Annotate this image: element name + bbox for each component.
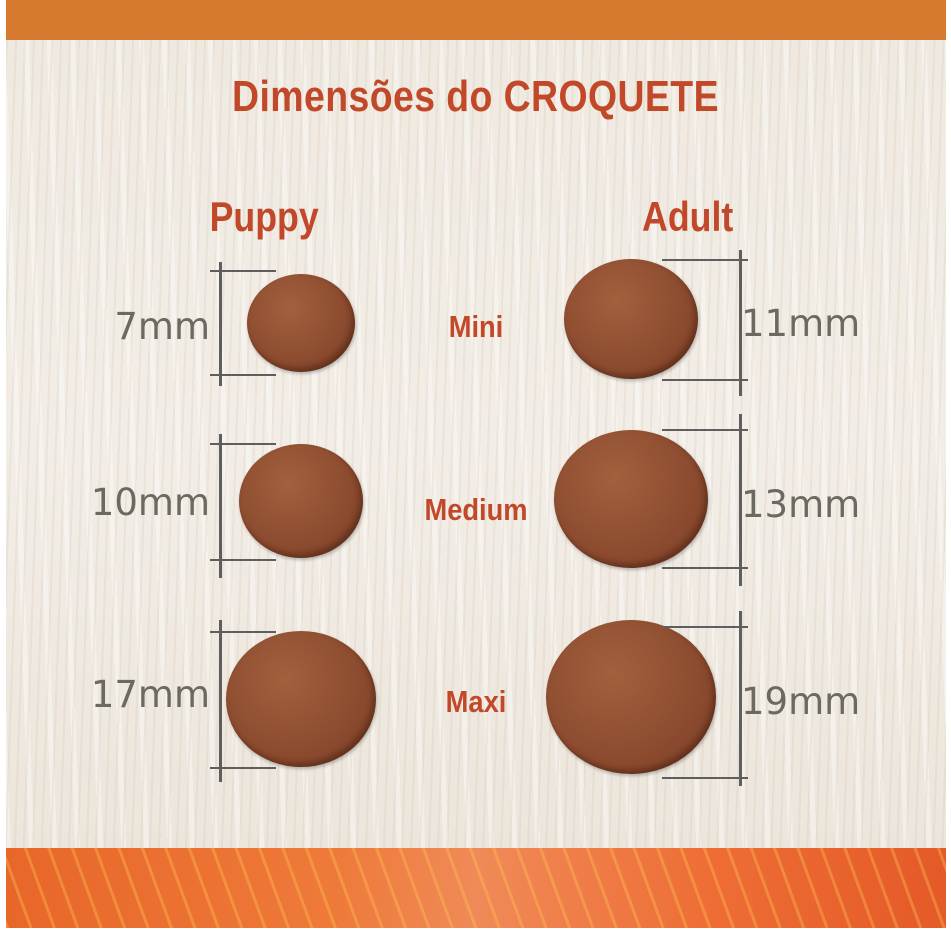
size-label-medium: Medium bbox=[424, 492, 528, 527]
measure-tick bbox=[210, 270, 276, 272]
measure-tick bbox=[662, 626, 748, 628]
measure-bracket bbox=[219, 434, 222, 578]
kibble-adult-maxi bbox=[546, 620, 716, 774]
column-header-adult: Adult bbox=[642, 193, 734, 240]
measure-tick bbox=[662, 777, 748, 779]
measure-bracket bbox=[739, 414, 742, 586]
measure-tick bbox=[662, 379, 748, 381]
adult-mini-size: 11mm bbox=[741, 302, 861, 345]
measure-tick bbox=[210, 767, 276, 769]
measure-bracket bbox=[739, 611, 742, 786]
measure-bracket bbox=[219, 262, 222, 386]
measure-bracket bbox=[739, 250, 742, 396]
page-title: Dimensões do CROQUETE bbox=[232, 72, 719, 121]
bottom-banner bbox=[6, 848, 946, 928]
measure-tick bbox=[662, 567, 748, 569]
adult-medium-size: 13mm bbox=[741, 483, 861, 526]
wood-background bbox=[6, 40, 946, 848]
kibble-adult-medium bbox=[554, 430, 708, 568]
puppy-mini-size: 7mm bbox=[114, 305, 210, 348]
measure-tick bbox=[662, 259, 748, 261]
kibble-adult-mini bbox=[564, 259, 698, 379]
measure-tick bbox=[662, 429, 748, 431]
top-banner bbox=[6, 0, 946, 40]
kibble-puppy-maxi bbox=[226, 631, 376, 767]
size-label-mini: Mini bbox=[448, 309, 504, 344]
measure-tick bbox=[210, 559, 276, 561]
kibble-puppy-mini bbox=[247, 274, 355, 372]
measure-bracket bbox=[219, 620, 222, 782]
measure-tick bbox=[210, 631, 276, 633]
measure-tick bbox=[210, 443, 276, 445]
puppy-medium-size: 10mm bbox=[90, 481, 210, 524]
column-header-puppy: Puppy bbox=[209, 193, 319, 240]
size-label-maxi: Maxi bbox=[445, 684, 507, 719]
kibble-puppy-medium bbox=[239, 444, 363, 558]
measure-tick bbox=[210, 374, 276, 376]
adult-maxi-size: 19mm bbox=[741, 680, 861, 723]
puppy-maxi-size: 17mm bbox=[90, 673, 210, 716]
